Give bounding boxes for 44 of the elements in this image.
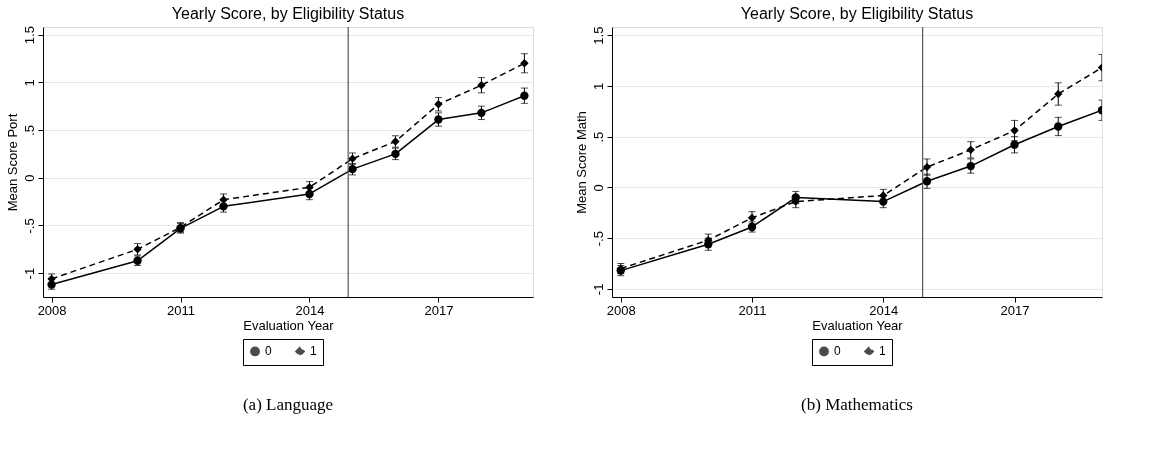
- point: [966, 145, 975, 154]
- y-tick-label: 1.5: [590, 26, 606, 45]
- point: [477, 81, 486, 90]
- y-tick-label: -1: [21, 267, 37, 280]
- x-axis-title: Evaluation Year: [243, 317, 335, 333]
- chart-title: Yearly Score, by Eligibility Status: [740, 5, 974, 23]
- y-axis-title: Mean Score Port: [4, 113, 20, 212]
- point: [520, 91, 529, 100]
- x-axis-title: Evaluation Year: [812, 317, 904, 333]
- y-tick-label: 1: [590, 82, 606, 90]
- x-tick-label: 2014: [869, 302, 899, 318]
- point: [1054, 89, 1063, 99]
- legend-label: 1: [879, 344, 886, 359]
- text: (a) Language: [242, 395, 334, 414]
- chart-title: Yearly Score, by Eligibility Status: [171, 4, 405, 22]
- x-tick-label: 2008: [606, 302, 636, 318]
- legend-label: 0: [834, 344, 841, 359]
- y-tick-label: .5: [590, 131, 606, 143]
- y-axis-title: Mean Score Math: [573, 111, 589, 214]
- y-tick-label: -1: [590, 283, 606, 296]
- x-tick-label: 2017: [1000, 302, 1030, 318]
- point: [1054, 122, 1063, 131]
- y-tick-label: -.5: [21, 218, 37, 234]
- y-tick-label: -.5: [590, 231, 606, 247]
- legend-label: 1: [310, 344, 317, 359]
- y-tick-label: 1.5: [21, 26, 37, 45]
- point: [922, 162, 932, 172]
- x-tick-label: 2008: [37, 302, 67, 318]
- y-tick-label: .5: [21, 125, 37, 136]
- y-tick-label: 0: [590, 184, 606, 192]
- point: [922, 177, 932, 186]
- point: [477, 108, 486, 118]
- x-tick-label: 2014: [295, 302, 325, 318]
- y-tick-label: 0: [21, 174, 37, 182]
- x-tick-label: 2017: [424, 302, 454, 318]
- point: [1010, 126, 1019, 135]
- point: [520, 59, 529, 68]
- y-tick-label: 1: [21, 79, 37, 87]
- x-tick-label: 2011: [167, 302, 196, 318]
- point: [879, 197, 888, 206]
- x-tick-label: 2011: [738, 302, 767, 318]
- point: [1010, 140, 1019, 149]
- legend-label: 0: [265, 344, 272, 359]
- text: (b) Mathematics: [801, 395, 913, 414]
